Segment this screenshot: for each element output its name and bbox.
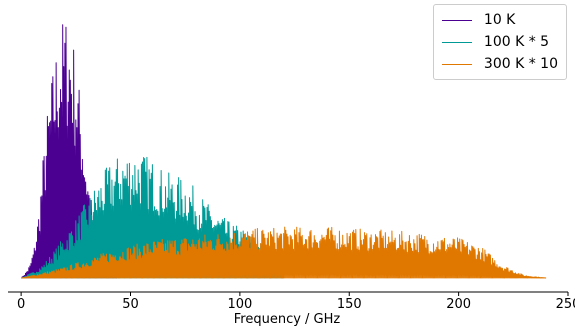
x-tick-label-4: 200	[446, 297, 471, 312]
x-axis-label: Frequency / GHz	[234, 312, 341, 326]
legend-swatch-2	[441, 63, 472, 65]
legend-entry-2: 300 K * 10	[441, 53, 558, 75]
x-tick-label-5: 250	[556, 297, 575, 312]
legend-entry-0: 10 K	[441, 9, 558, 31]
legend-swatch-0	[441, 19, 472, 21]
legend-entry-1: 100 K * 5	[441, 31, 558, 53]
legend-label-1: 100 K * 5	[483, 34, 550, 50]
x-tick-label-2: 100	[227, 297, 252, 312]
plot-series	[21, 24, 547, 279]
legend-swatch-1	[441, 41, 472, 43]
x-ticks: 0 50 100 150 200 250	[17, 292, 575, 312]
series-line-2	[21, 226, 547, 279]
legend: 10 K 100 K * 5 300 K * 10	[432, 4, 567, 80]
x-tick-label-3: 150	[337, 297, 362, 312]
x-tick-label-0: 0	[17, 297, 25, 312]
legend-label-2: 300 K * 10	[483, 56, 558, 72]
x-tick-label-1: 50	[122, 297, 139, 312]
legend-label-0: 10 K	[483, 12, 516, 28]
